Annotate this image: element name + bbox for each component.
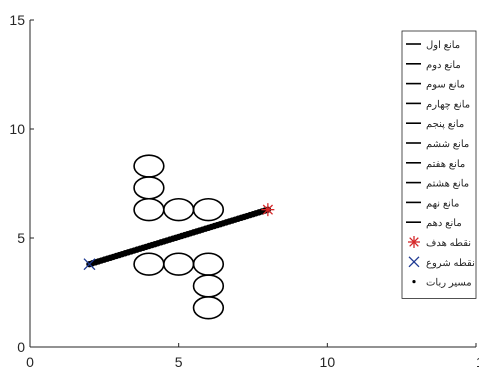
legend-box xyxy=(401,30,477,299)
chart-marks xyxy=(83,154,275,320)
y-tick-label-1: 5 xyxy=(17,230,25,246)
legend-label: مانع هشتم xyxy=(426,179,469,190)
legend-label: نقطه شروع xyxy=(426,258,475,269)
obstacle-10 xyxy=(192,296,225,320)
legend-label: مانع پنجم xyxy=(426,119,464,130)
legend-entry-6: مانع ششم xyxy=(406,139,469,150)
legend-entry-5: مانع پنجم xyxy=(406,119,464,130)
robot-path xyxy=(86,206,272,268)
legend-entry-9: مانع نهم xyxy=(406,198,459,209)
y-tick-label-0: 0 xyxy=(17,339,25,355)
start-cross-b xyxy=(83,258,96,271)
legend-label: مانع ششم xyxy=(426,139,469,150)
chart-legend: مانع اول مانع دوم مانع سوم مانع چهارم مانع پ… xyxy=(401,30,477,299)
legend-label: مانع هفتم xyxy=(426,159,465,170)
legend-entry-3: مانع سوم xyxy=(406,80,465,91)
legend-label: مانع اول xyxy=(426,40,460,51)
legend-cross-symbol-b xyxy=(408,256,420,268)
legend-entry-13: مسیر ربات xyxy=(412,278,472,289)
legend-label: نقطه هدف xyxy=(426,238,471,249)
obstacle-5 xyxy=(192,197,225,222)
y-tick-label-3: 15 xyxy=(9,12,25,28)
legend-entry-4: مانع چهارم xyxy=(406,99,470,110)
legend-entry-12: نقطه شروع xyxy=(408,256,475,269)
legend-label: مانع دهم xyxy=(426,218,462,229)
legend-label: مسیر ربات xyxy=(426,278,472,289)
legend-entry-7: مانع هفتم xyxy=(406,159,465,170)
x-tick-label-3: 15 xyxy=(476,354,479,370)
legend-entry-10: مانع دهم xyxy=(406,218,462,229)
legend-dot-symbol xyxy=(412,280,416,284)
x-tick-label-1: 5 xyxy=(175,354,183,370)
legend-label: مانع چهارم xyxy=(426,99,470,110)
legend-entry-1: مانع اول xyxy=(406,40,460,51)
legend-entry-2: مانع دوم xyxy=(406,60,461,71)
chart-axes: 0 5 10 15 0 5 10 15 xyxy=(9,12,479,370)
x-tick-label-2: 10 xyxy=(320,354,336,370)
legend-label: مانع سوم xyxy=(426,80,465,91)
start-point-marker xyxy=(83,258,96,271)
legend-label: مانع نهم xyxy=(426,198,459,209)
legend-entry-8: مانع هشتم xyxy=(406,179,469,190)
y-tick-label-2: 10 xyxy=(9,121,25,137)
legend-entry-11: نقطه هدف xyxy=(408,236,471,249)
legend-label: مانع دوم xyxy=(426,60,461,71)
x-tick-label-0: 0 xyxy=(26,354,34,370)
target-point-marker xyxy=(261,203,275,217)
